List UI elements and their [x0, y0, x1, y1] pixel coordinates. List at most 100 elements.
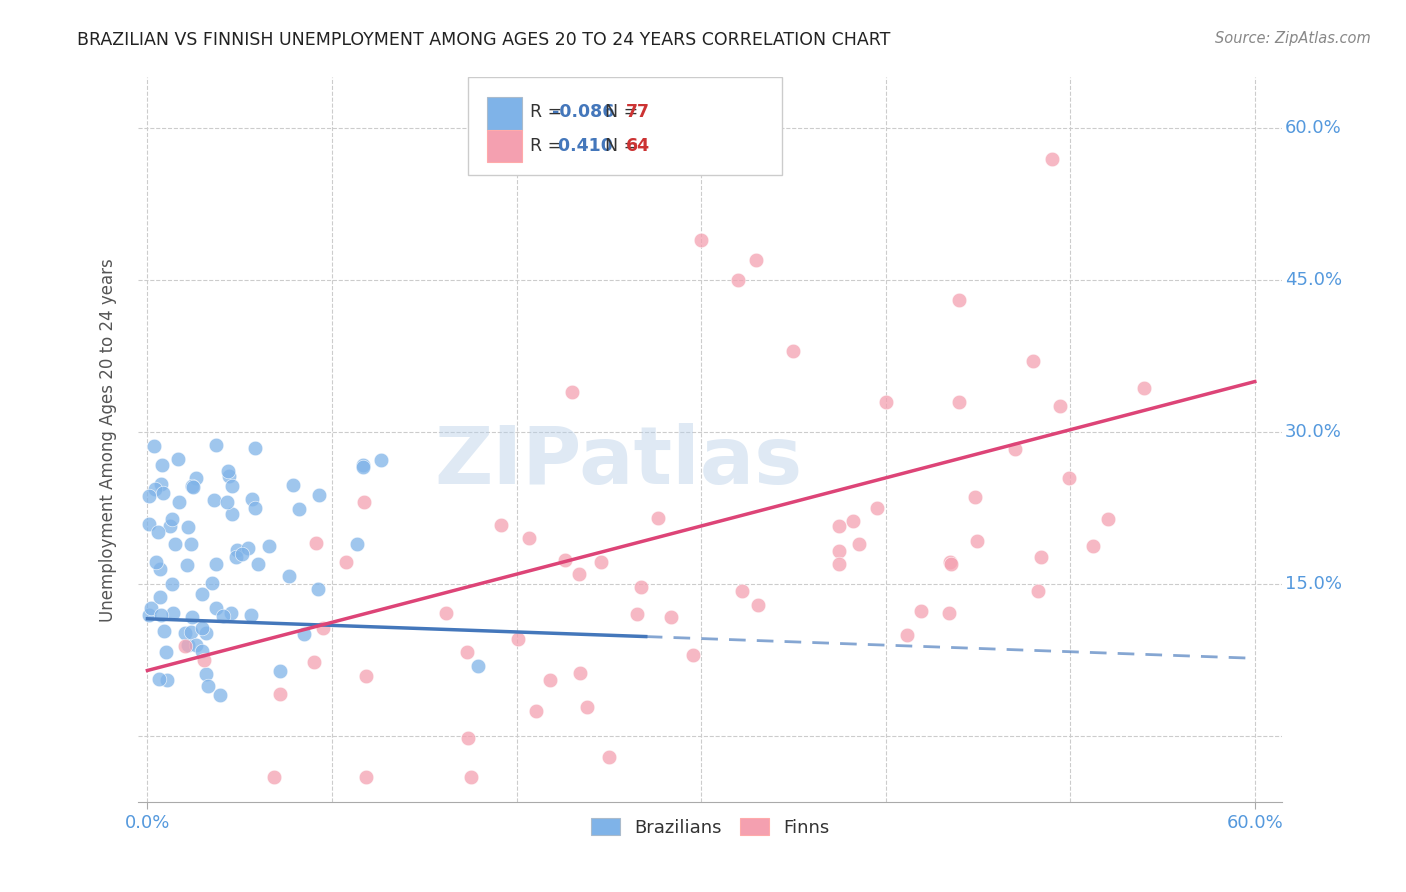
Point	[181, 480, 204, 494]
Point	[659, 610, 682, 624]
Point	[866, 501, 889, 516]
Point	[591, 556, 613, 570]
Point	[354, 668, 377, 682]
Point	[292, 626, 315, 640]
Point	[205, 601, 228, 615]
Bar	[488, 129, 522, 162]
Point	[219, 606, 242, 620]
Point	[875, 394, 897, 409]
Point	[312, 621, 335, 635]
Point	[352, 459, 374, 474]
Point	[149, 607, 172, 622]
Point	[202, 492, 225, 507]
Point	[335, 555, 357, 569]
Point	[173, 626, 195, 640]
Point	[456, 645, 478, 659]
Point	[346, 537, 368, 551]
Point	[302, 655, 325, 669]
Point	[197, 679, 219, 693]
Point	[489, 518, 512, 533]
Point	[165, 537, 187, 551]
Point	[159, 519, 181, 533]
Point	[506, 632, 529, 646]
Point	[1028, 584, 1050, 599]
Point	[682, 648, 704, 662]
Point	[307, 582, 329, 596]
Point	[156, 673, 179, 687]
Point	[246, 558, 269, 572]
Point	[180, 624, 202, 639]
Point	[195, 626, 218, 640]
Point	[287, 501, 309, 516]
Point	[221, 479, 243, 493]
Point	[281, 478, 304, 492]
Point	[238, 541, 260, 555]
Text: N =: N =	[605, 136, 638, 154]
Point	[948, 293, 970, 308]
Point	[184, 471, 207, 485]
Point	[524, 704, 547, 718]
Point	[143, 482, 166, 496]
Point	[434, 606, 457, 620]
Point	[939, 557, 962, 571]
Point	[747, 598, 769, 612]
Point	[217, 495, 239, 509]
Point	[148, 562, 170, 576]
Point	[1040, 152, 1063, 166]
Point	[966, 533, 988, 548]
Point	[193, 653, 215, 667]
Point	[745, 252, 768, 267]
Point	[467, 658, 489, 673]
Point	[138, 489, 160, 503]
Point	[828, 519, 851, 533]
Point	[896, 628, 918, 642]
Point	[308, 488, 330, 502]
Point	[269, 665, 291, 679]
Point	[225, 543, 247, 558]
Point	[1081, 539, 1104, 553]
Point	[354, 770, 377, 784]
Point	[1022, 354, 1045, 368]
Text: 15.0%: 15.0%	[1285, 575, 1341, 593]
Point	[243, 442, 266, 456]
Point	[243, 500, 266, 515]
Text: 30.0%: 30.0%	[1285, 423, 1341, 442]
Point	[146, 524, 169, 539]
Text: N =: N =	[605, 103, 638, 121]
Point	[842, 514, 865, 528]
Point	[225, 549, 247, 564]
Point	[457, 731, 479, 746]
Point	[177, 638, 200, 652]
Point	[598, 749, 620, 764]
Point	[191, 621, 214, 635]
Point	[517, 531, 540, 545]
Point	[963, 490, 986, 504]
Point	[176, 558, 198, 572]
Point	[647, 511, 669, 525]
Point	[177, 520, 200, 534]
Point	[263, 770, 285, 784]
Point	[690, 233, 713, 247]
Point	[162, 606, 184, 620]
Point	[153, 624, 176, 638]
Point	[160, 512, 183, 526]
Point	[160, 576, 183, 591]
Text: R =: R =	[530, 103, 562, 121]
Point	[150, 458, 173, 473]
Point	[352, 458, 374, 472]
Point	[231, 547, 253, 561]
Point	[139, 601, 162, 615]
Point	[259, 539, 281, 553]
Text: 60.0%: 60.0%	[1285, 120, 1341, 137]
Point	[180, 610, 202, 624]
Point	[269, 688, 291, 702]
Point	[190, 587, 212, 601]
Point	[190, 644, 212, 658]
Point	[221, 507, 243, 521]
Legend: Brazilians, Finns: Brazilians, Finns	[583, 811, 837, 844]
Point	[1004, 442, 1026, 456]
Point	[205, 557, 228, 571]
Point	[1029, 549, 1052, 564]
Y-axis label: Unemployment Among Ages 20 to 24 years: Unemployment Among Ages 20 to 24 years	[100, 258, 117, 622]
FancyBboxPatch shape	[468, 78, 782, 176]
